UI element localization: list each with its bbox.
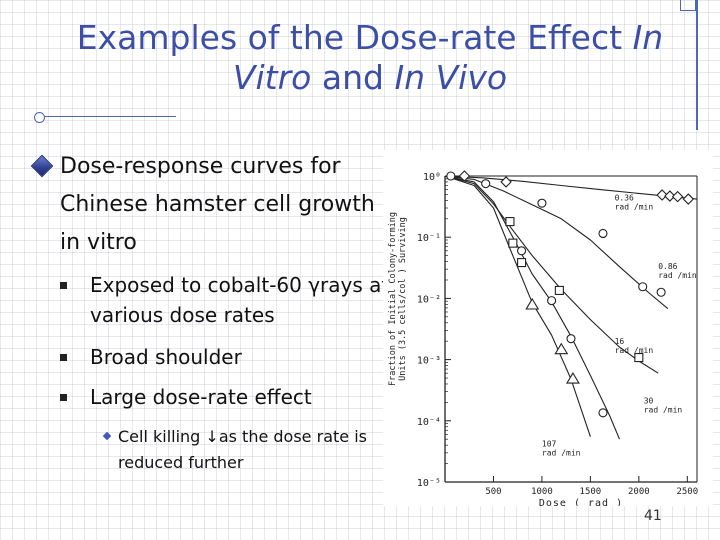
circle-point (638, 282, 648, 292)
decorative-horizontal-line (36, 116, 176, 117)
curve-label: 30 rad /min (644, 397, 683, 415)
x-tick-label: 500 (485, 487, 501, 497)
curve-label: 0.36 rad /min (615, 193, 654, 211)
survival-chart-svg: 10⁰ 10⁻¹ 10⁻² 10⁻³ 10⁻⁴ 10⁻⁵ 500 1000 1500 2000 25… (388, 170, 698, 509)
title-italic-2: In Vivo (394, 58, 508, 97)
sub-bullet-text: Exposed to cobalt-60 γrays at various do… (90, 273, 390, 327)
y-tick-label: 10⁻¹ (417, 233, 441, 244)
decorative-corner-box (680, 0, 696, 11)
y-tick-label: 10⁻³ (417, 356, 441, 367)
sub-sub-bullet-text: Cell killing ↓as the dose rate is reduce… (118, 427, 367, 472)
diamond-point (682, 193, 695, 205)
sub-bullet-text: Large dose-rate effect (90, 385, 312, 409)
main-bullet-text: Dose-response curves for Chinese hamster… (60, 154, 375, 255)
circle-point (598, 228, 608, 239)
curve-label: 0.86 rad /min (658, 262, 697, 280)
diamond-point (500, 176, 512, 188)
y-tick-label: 10⁰ (423, 172, 441, 183)
square-point (508, 238, 518, 248)
sub-bullet-text: Broad shoulder (90, 345, 242, 369)
triangle-point (565, 372, 580, 384)
survival-curve (444, 175, 621, 440)
circle-point (517, 246, 527, 256)
triangle-point (554, 342, 569, 355)
survival-chart: 10⁰ 10⁻¹ 10⁻² 10⁻³ 10⁻⁴ 10⁻⁵ 500 1000 1500 2000 25… (383, 150, 713, 509)
triangle-point (525, 297, 540, 310)
x-tick-label: 2000 (628, 487, 650, 497)
square-point (634, 353, 644, 363)
circle-point (656, 287, 666, 297)
circle-point (446, 171, 456, 181)
square-bullet-icon (60, 282, 67, 289)
title-text-2: and (311, 58, 395, 97)
circle-point (481, 179, 491, 189)
x-tick-label: 1000 (531, 487, 553, 497)
curve-label: 16 rad /min (615, 337, 654, 355)
decorative-vertical-line (696, 0, 698, 130)
diamond-point (671, 190, 684, 203)
x-tick-label: 1500 (580, 487, 602, 497)
sub-bullet-3: Large dose-rate effect (60, 382, 390, 412)
sub-bullet-1: Exposed to cobalt-60 γrays at various do… (60, 270, 390, 330)
diamond-bullet-icon (30, 154, 54, 178)
diamond-point (656, 189, 668, 201)
square-point (505, 217, 515, 227)
survival-curve (444, 175, 591, 437)
square-point (554, 285, 564, 295)
circle-point (566, 334, 576, 344)
diamond-point (664, 190, 676, 202)
y-axis-label: Fraction of Initial Colony-formingUnits … (388, 212, 408, 386)
circle-point (537, 198, 547, 208)
square-bullet-icon (60, 354, 67, 361)
sub-sub-bullet: Cell killing ↓as the dose rate is reduce… (102, 424, 384, 476)
circle-point (547, 296, 557, 306)
diamond-point (458, 170, 471, 182)
curve-label: 107 rad /min (542, 440, 581, 458)
slide-title: Examples of the Dose-rate Effect In Vitr… (60, 18, 680, 98)
survival-curve (444, 175, 659, 374)
page-number: 41 (644, 508, 662, 524)
square-point (517, 258, 527, 268)
square-bullet-icon (60, 394, 67, 401)
y-tick-label: 10⁻² (417, 294, 441, 305)
y-tick-label: 10⁻⁴ (417, 417, 441, 428)
circle-point (598, 408, 608, 418)
sub-bullet-2: Broad shoulder (60, 342, 390, 372)
main-bullet: Dose-response curves for Chinese hamster… (30, 148, 384, 262)
title-text-1: Examples of the Dose-rate Effect (76, 18, 633, 57)
x-tick-label: 2500 (676, 487, 698, 497)
title-italic-1: In Vitro (232, 18, 664, 97)
decorative-circle (34, 112, 45, 123)
y-tick-label: 10⁻⁵ (417, 478, 441, 489)
x-axis-label: Dose ( rad ) (539, 498, 623, 506)
small-diamond-bullet-icon (102, 431, 112, 441)
